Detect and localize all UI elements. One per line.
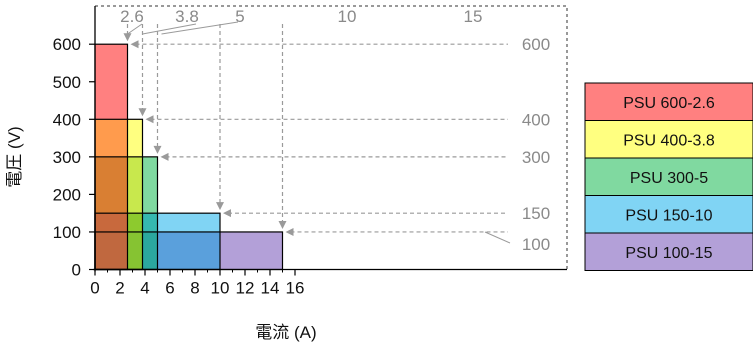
region-cell — [142, 213, 158, 232]
current-annotation: 15 — [464, 7, 483, 26]
voltage-annotation: 400 — [522, 110, 550, 129]
current-guide-arrow — [153, 145, 162, 154]
region-cell — [157, 213, 220, 232]
legend-swatch — [584, 195, 753, 234]
legend-label: PSU 600-2.6 — [623, 95, 715, 112]
voltage-annotation: 300 — [522, 148, 550, 167]
x-tick-label: 6 — [165, 279, 174, 298]
x-tick-label: 10 — [211, 279, 230, 298]
legend-label: PSU 400-3.8 — [623, 133, 715, 150]
region-cell — [220, 231, 283, 270]
current-guide-arrow — [123, 33, 132, 42]
legend-label: PSU 300-5 — [630, 170, 708, 187]
current-annotation: 5 — [235, 7, 244, 26]
voltage-annotation: 150 — [522, 204, 550, 223]
legend-label: PSU 150-10 — [625, 208, 712, 225]
current-guide-arrow — [138, 108, 147, 117]
y-axis-title: 電圧 (V) — [5, 126, 24, 187]
region-cell — [127, 231, 143, 270]
voltage-guide-arrow — [130, 40, 139, 49]
legend: PSU 600-2.6 PSU 400-3.8 PSU 300-5 PSU 150-1… — [584, 82, 753, 271]
legend-swatch — [584, 120, 753, 159]
region-cell — [127, 119, 143, 157]
voltage-guide-arrow — [285, 227, 294, 236]
voltage-guide-arrow — [160, 152, 169, 161]
current-annotation: 10 — [338, 7, 357, 26]
annotation-guides: 2.6 600 3.8 400 5 300 10 150 15 100 — [95, 5, 568, 270]
x-tick-label: 2 — [115, 279, 124, 298]
voltage-guide-arrow — [223, 209, 231, 218]
voltage-annotation: 100 — [522, 235, 550, 254]
y-tick-label: 200 — [53, 185, 81, 204]
plot-frame-dashed — [95, 5, 568, 270]
annotation-leader — [127, 23, 143, 35]
x-tick-label: 14 — [261, 279, 280, 298]
operating-regions — [94, 43, 284, 271]
voltage-annotation: 600 — [522, 35, 550, 54]
legend-label: PSU 100-15 — [625, 245, 712, 262]
legend-swatch — [584, 232, 753, 271]
legend-swatch — [584, 82, 753, 121]
legend-swatch — [584, 157, 753, 196]
annotation-leader — [142, 23, 197, 35]
x-tick-label: 8 — [190, 279, 199, 298]
y-tick-label: 500 — [53, 73, 81, 92]
y-tick-label: 300 — [53, 148, 81, 167]
region-cell — [157, 231, 220, 270]
voltage-guide-arrow — [145, 115, 154, 124]
region-cell — [95, 213, 128, 232]
current-guide-arrow — [216, 202, 224, 211]
current-annotation: 3.8 — [175, 7, 199, 26]
x-tick-label: 4 — [140, 279, 149, 298]
region-cell — [142, 156, 158, 214]
region-cell — [95, 44, 128, 120]
y-tick-label: 600 — [53, 35, 81, 54]
x-tick-label: 16 — [286, 279, 305, 298]
y-tick-label: 0 — [72, 261, 81, 280]
current-guide-arrow — [278, 220, 287, 229]
region-cell — [127, 213, 143, 232]
region-cell — [95, 119, 128, 157]
region-cell — [95, 156, 128, 214]
annotation-leader — [161, 21, 239, 35]
y-tick-label: 100 — [53, 223, 81, 242]
current-annotation: 2.6 — [120, 7, 144, 26]
x-tick-label: 12 — [236, 279, 255, 298]
x-axis-title: 電流 (A) — [255, 323, 316, 342]
region-cell — [95, 231, 128, 270]
region-cell — [127, 156, 143, 214]
annotation-leader — [484, 231, 511, 244]
y-tick-label: 400 — [53, 110, 81, 129]
x-tick-label: 0 — [90, 279, 99, 298]
region-cell — [142, 231, 158, 270]
